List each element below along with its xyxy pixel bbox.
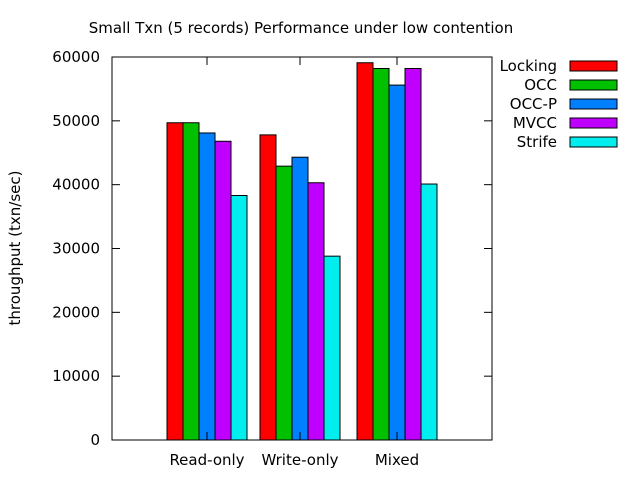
x-tick-label: Read-only xyxy=(169,451,244,469)
bar-occ-p-mixed xyxy=(388,84,406,441)
legend-swatch-locking xyxy=(569,60,618,72)
bar-strife-write-only xyxy=(323,255,341,441)
bar-mvcc-mixed xyxy=(404,67,422,441)
bar-mvcc-read-only xyxy=(214,140,232,441)
legend-label-strife: Strife xyxy=(517,133,557,151)
legend-label-occ: OCC xyxy=(524,76,557,94)
bars-group xyxy=(166,62,438,441)
legend-label-occ-p: OCC-P xyxy=(510,95,557,113)
bar-occ-mixed xyxy=(372,67,390,441)
x-tick-label: Write-only xyxy=(261,451,338,469)
bar-strife-read-only xyxy=(230,195,248,441)
chart-title: Small Txn (5 records) Performance under … xyxy=(89,19,513,37)
legend-swatch-mvcc xyxy=(569,117,618,129)
bar-locking-write-only xyxy=(259,134,277,441)
y-tick-label: 60000 xyxy=(52,48,100,66)
legend-swatch-occ xyxy=(569,79,618,91)
y-tick-label: 0 xyxy=(90,431,100,449)
y-tick-label: 10000 xyxy=(52,367,100,385)
bar-occ-write-only xyxy=(275,165,293,441)
bar-mvcc-write-only xyxy=(307,182,325,441)
y-tick-label: 30000 xyxy=(52,240,100,258)
bar-locking-mixed xyxy=(356,62,374,441)
bar-occ-p-write-only xyxy=(291,156,309,441)
legend-swatch-strife xyxy=(569,136,618,148)
bar-locking-read-only xyxy=(166,122,184,441)
bar-occ-read-only xyxy=(182,122,200,441)
bar-occ-p-read-only xyxy=(198,132,216,441)
bar-strife-mixed xyxy=(420,183,438,441)
legend-label-mvcc: MVCC xyxy=(513,114,557,132)
legend-swatch-occ-p xyxy=(569,98,618,110)
legend-label-locking: Locking xyxy=(500,57,557,75)
y-axis-label: throughput (txn/sec) xyxy=(6,171,24,326)
x-tick-label: Mixed xyxy=(375,451,419,469)
y-tick-label: 50000 xyxy=(52,112,100,130)
y-tick-label: 20000 xyxy=(52,303,100,321)
y-tick-label: 40000 xyxy=(52,176,100,194)
axes-group: 0 10000 20000 30000 40000 50000 60000 Read-only… xyxy=(52,48,493,469)
